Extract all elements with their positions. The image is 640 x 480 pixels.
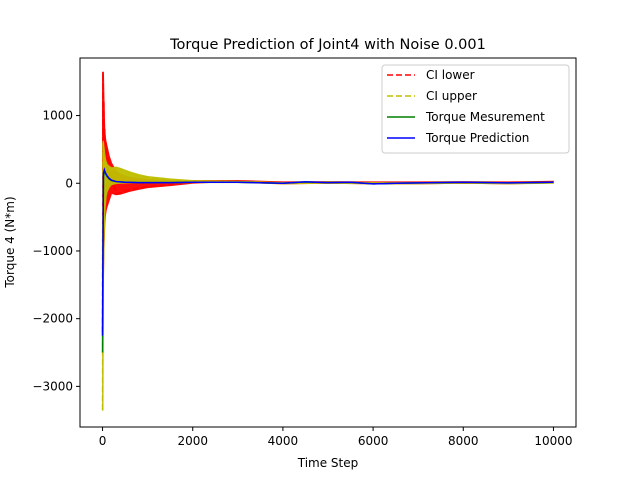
- y-tick-label: 0: [65, 176, 73, 190]
- legend-label-ci-upper: CI upper: [426, 89, 477, 103]
- legend-label-torque-mesurement: Torque Mesurement: [425, 110, 545, 124]
- x-axis: 0 2000 4000 6000 8000 10000: [99, 427, 573, 448]
- x-tick-label: 2000: [177, 434, 208, 448]
- y-tick-label: 1000: [42, 109, 73, 123]
- x-tick-label: 0: [99, 434, 107, 448]
- chart-title: Torque Prediction of Joint4 with Noise 0…: [169, 37, 486, 53]
- x-tick-label: 8000: [448, 434, 479, 448]
- plot-area: [101, 71, 554, 411]
- x-tick-label: 10000: [534, 434, 572, 448]
- legend-box: [381, 64, 570, 154]
- y-tick-label: −2000: [32, 312, 73, 326]
- x-axis-label: Time Step: [297, 456, 359, 470]
- plot-frame: [79, 57, 577, 428]
- x-tick-label: 4000: [268, 434, 299, 448]
- legend-label-torque-prediction: Torque Prediction: [425, 131, 529, 145]
- legend: CI lower CI upper Torque Mesurement Torque …: [381, 64, 570, 154]
- legend-label-ci-lower: CI lower: [426, 68, 475, 82]
- y-tick-label: −1000: [32, 244, 73, 258]
- y-axis: −3000 −2000 −1000 0 1000: [32, 109, 80, 393]
- series-torque-prediction-line: [101, 167, 554, 336]
- x-tick-label: 6000: [358, 434, 389, 448]
- y-tick-label: −3000: [32, 379, 73, 393]
- y-axis-label: Torque 4 (N*m): [3, 196, 17, 288]
